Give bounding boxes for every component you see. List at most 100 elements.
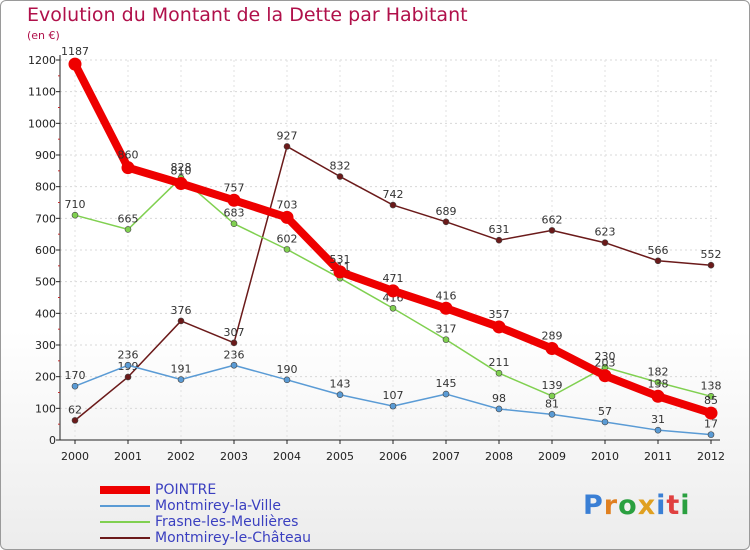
x-tick-label: 2009 xyxy=(538,450,566,463)
data-label: 665 xyxy=(118,212,139,225)
data-point xyxy=(230,220,238,228)
legend-label-montmirey-la-ville: Montmirey-la-Ville xyxy=(155,498,281,514)
x-tick-label: 2011 xyxy=(644,450,672,463)
logo-letter: P xyxy=(583,490,604,521)
data-point xyxy=(121,161,135,175)
y-tick-label: 1100 xyxy=(28,86,56,99)
data-point xyxy=(654,257,662,265)
y-tick-label: 500 xyxy=(35,276,56,289)
data-label: 623 xyxy=(595,226,616,239)
data-label: 602 xyxy=(277,232,298,245)
data-point xyxy=(280,210,294,224)
logo-letter: o xyxy=(618,490,638,521)
data-label: 107 xyxy=(383,389,404,402)
y-tick-label: 600 xyxy=(35,244,56,257)
legend-swatch-frasne xyxy=(100,521,150,523)
x-tick-label: 2000 xyxy=(61,450,89,463)
data-label: 62 xyxy=(68,403,82,416)
legend-label-pointre: POINTRE xyxy=(155,482,217,498)
legend-swatch-pointre xyxy=(100,486,150,494)
y-tick-label: 1200 xyxy=(28,54,56,67)
data-point xyxy=(389,201,397,209)
data-label: 191 xyxy=(171,363,192,376)
data-point xyxy=(124,361,132,369)
data-point xyxy=(336,173,344,180)
y-tick-label: 800 xyxy=(35,181,56,194)
data-point xyxy=(124,226,132,233)
data-point xyxy=(124,373,132,381)
data-label: 662 xyxy=(542,213,563,226)
data-point xyxy=(442,218,450,226)
data-point xyxy=(654,426,662,434)
data-label: 138 xyxy=(701,379,722,392)
data-point xyxy=(230,361,238,369)
data-label: 860 xyxy=(118,149,139,162)
y-tick-label: 200 xyxy=(35,371,56,384)
y-tick-label: 300 xyxy=(35,339,56,352)
data-point xyxy=(601,239,609,247)
data-label: 85 xyxy=(704,394,718,407)
data-label: 139 xyxy=(542,379,563,392)
data-point xyxy=(177,376,185,383)
data-point xyxy=(545,341,559,355)
data-point xyxy=(389,304,397,312)
data-label: 170 xyxy=(65,369,86,382)
x-tick-label: 2001 xyxy=(114,450,142,463)
data-label: 317 xyxy=(436,323,457,336)
data-label: 138 xyxy=(648,377,669,390)
data-point xyxy=(654,379,662,386)
x-tick-label: 2003 xyxy=(220,450,248,463)
y-tick-label: 100 xyxy=(35,402,56,415)
data-point xyxy=(283,376,291,384)
data-point xyxy=(601,418,609,426)
x-tick-label: 2006 xyxy=(379,450,407,463)
logo-letter: r xyxy=(603,490,619,521)
data-point xyxy=(283,143,291,150)
data-label: 742 xyxy=(383,188,404,201)
x-tick-label: 2007 xyxy=(432,450,460,463)
data-label: 416 xyxy=(436,289,457,302)
data-label: 552 xyxy=(701,248,722,261)
data-label: 357 xyxy=(489,308,510,321)
data-label: 203 xyxy=(595,357,616,370)
y-tick-label: 900 xyxy=(35,149,56,162)
data-point xyxy=(177,317,185,325)
unit-label: (en €) xyxy=(27,29,60,42)
data-label: 689 xyxy=(436,205,457,218)
data-point xyxy=(651,389,665,403)
data-label: 236 xyxy=(224,348,245,361)
legend-swatch-montmirey-le-chateau xyxy=(100,537,150,539)
data-label: 81 xyxy=(545,397,559,410)
data-point xyxy=(495,405,503,413)
data-label: 190 xyxy=(277,363,298,376)
data-point xyxy=(598,369,612,383)
y-tick-label: 1000 xyxy=(28,117,56,130)
data-label: 531 xyxy=(330,253,351,266)
logo-letter: i xyxy=(680,490,691,521)
data-label: 927 xyxy=(277,129,298,142)
data-label: 757 xyxy=(224,181,245,194)
data-point xyxy=(68,57,82,71)
data-label: 828 xyxy=(171,161,192,174)
data-point xyxy=(548,411,556,418)
logo-letter: x xyxy=(637,490,657,521)
data-label: 631 xyxy=(489,223,510,236)
data-point xyxy=(548,392,556,400)
logo-letter: t xyxy=(666,490,681,521)
data-point xyxy=(71,417,79,424)
data-label: 211 xyxy=(489,356,510,369)
data-point xyxy=(442,336,450,343)
data-label: 376 xyxy=(171,304,192,317)
data-point xyxy=(386,284,400,298)
data-label: 31 xyxy=(651,413,665,426)
chart-title: Evolution du Montant de la Dette par Hab… xyxy=(27,4,468,26)
data-label: 17 xyxy=(704,418,718,431)
data-point xyxy=(71,382,79,390)
data-point xyxy=(283,246,291,253)
y-tick-label: 400 xyxy=(35,307,56,320)
y-tick-label: 0 xyxy=(49,434,56,447)
x-tick-label: 2004 xyxy=(273,450,301,463)
legend-label-frasne: Frasne-les-Meulières xyxy=(155,514,299,530)
data-label: 1187 xyxy=(61,45,89,58)
